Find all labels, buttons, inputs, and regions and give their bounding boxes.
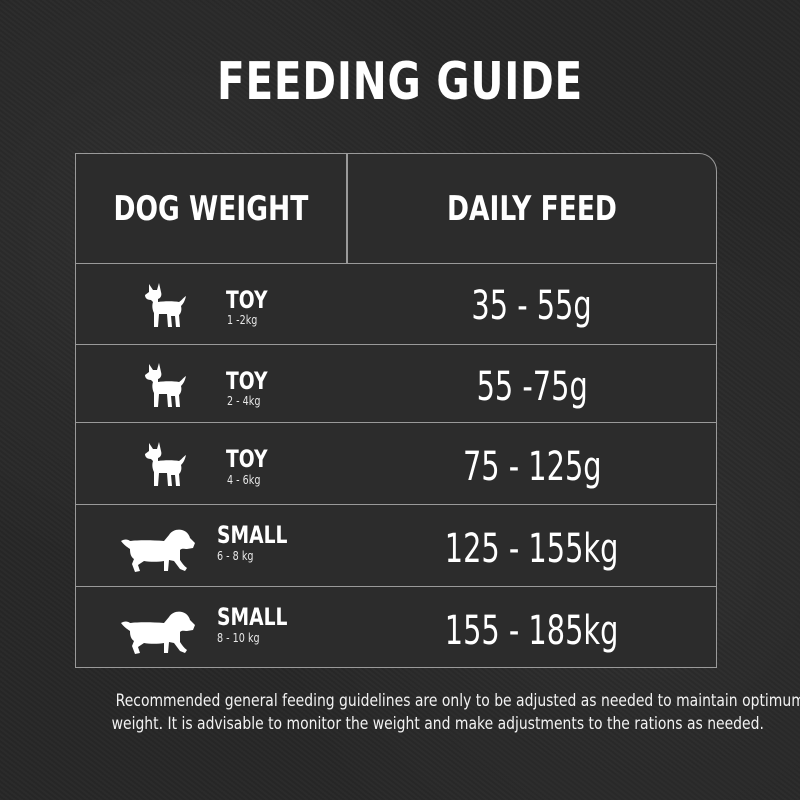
size-label: SMALL [217,521,288,549]
dog-weight-header: DOG WEIGHT [113,189,309,229]
daily-feed-header: DAILY FEED [447,189,617,229]
weight-range: 6 - 8 kg [217,549,254,563]
disclaimer-line-2: weight. It is advisable to monitor the w… [111,714,764,734]
toy-dog-icon [145,283,186,327]
daily-feed-value: 55 -75g [476,364,588,410]
table-row: TOY 1 -2kg 35 - 55g [76,264,716,345]
size-label: TOY [226,445,268,473]
daily-feed-value: 35 - 55g [471,283,593,329]
size-label: TOY [226,286,268,314]
weight-range: 4 - 6kg [227,473,261,487]
disclaimer-line-1: Recommended general feeding guidelines a… [115,691,800,711]
size-label: SMALL [217,603,288,631]
small-dog-icon [121,611,195,654]
toy-dog-icon [145,442,186,486]
feeding-disclaimer: Recommended general feeding guidelines a… [40,690,800,736]
table-header-row: DOG WEIGHT DAILY FEED [76,154,716,264]
weight-range: 8 - 10 kg [217,631,260,645]
weight-range: 1 -2kg [227,313,258,327]
feeding-table: DOG WEIGHT DAILY FEED TOY 1 -2kg 35 - 55… [75,153,717,668]
page-title: FEEDING GUIDE [216,52,584,112]
daily-feed-value: 155 - 185kg [445,608,619,654]
daily-feed-value: 75 - 125g [462,444,602,490]
table-row: TOY 2 - 4kg 55 -75g [76,345,716,423]
toy-dog-icon [145,363,186,407]
table-row: SMALL 8 - 10 kg 155 - 185kg [76,587,716,667]
small-dog-icon [121,529,195,572]
daily-feed-value: 125 - 155kg [445,526,619,572]
column-divider [346,154,348,264]
table-row: TOY 4 - 6kg 75 - 125g [76,423,716,505]
size-label: TOY [226,367,268,395]
weight-range: 2 - 4kg [227,394,261,408]
table-row: SMALL 6 - 8 kg 125 - 155kg [76,505,716,587]
